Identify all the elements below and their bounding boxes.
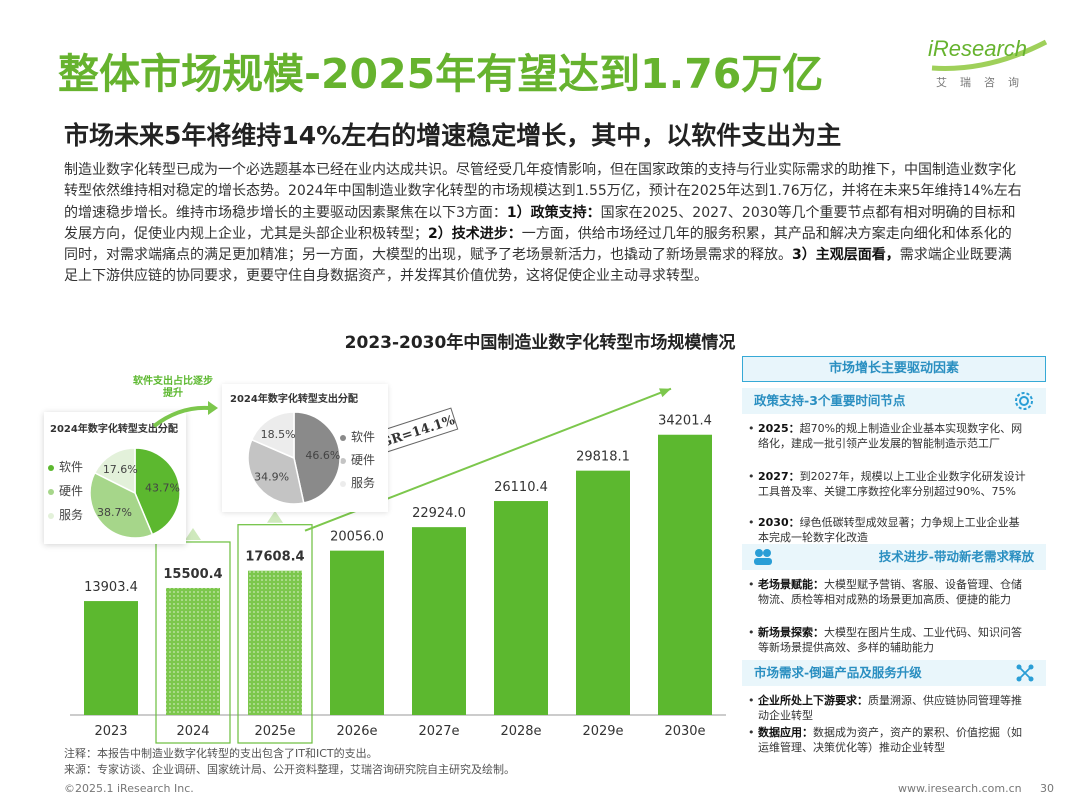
legend-dot-icon: [340, 457, 346, 464]
body-text-4: 需求端企业既要满足上下游供应链的协同要求，更要守住自身数据资产，并发挥其价值优势…: [64, 247, 1012, 285]
x-tick-label: 2030e: [664, 724, 705, 739]
logo-brand: iResearch: [928, 36, 1028, 61]
section-policy-title: 政策支持-3个重要时间节点: [742, 388, 1046, 414]
logo-sub: 艾瑞咨询: [936, 76, 1032, 89]
demand-item-data: • 数据应用：数据成为资产，资产的累积、价值挖掘（如运维管理、决策优化等）推动企业…: [748, 726, 1022, 754]
bar-2025e: [248, 570, 302, 715]
policy-item-2025: • 2025：超70%的规上制造业企业基本实现数字化、网络化，建成一批引领产业发展…: [748, 422, 1023, 450]
bar-value-label: 20056.0: [330, 530, 384, 545]
bar-value-label: 13903.4: [84, 580, 138, 595]
bar-value-label: 22924.0: [412, 506, 466, 521]
x-tick-label: 2029e: [582, 724, 623, 739]
iresearch-logo: iResearch 艾瑞咨询: [928, 36, 1050, 96]
bar-2026e: [330, 550, 384, 715]
bar-2030e: [658, 434, 712, 715]
drivers-panel: 市场增长主要驱动因素 政策支持-3个重要时间节点 • 2025：超70%的规上制造…: [742, 356, 1046, 766]
highlight-arrow-icon: [267, 510, 283, 523]
highlight-box: [237, 524, 313, 744]
page-title: 整体市场规模-2025年有望达到1.76万亿: [58, 50, 824, 98]
legend-hardware: 硬件: [48, 482, 83, 499]
x-tick-label: 2025e: [254, 724, 295, 739]
pie-slice-label: 17.6%: [103, 463, 138, 476]
x-tick-label: 2024: [176, 724, 209, 739]
legend-dot-icon: [48, 488, 54, 495]
x-tick-label: 2027e: [418, 724, 459, 739]
legend-dot-icon: [340, 480, 346, 487]
pie-slice-label: 18.5%: [261, 428, 296, 441]
bar-value-label: 26110.4: [494, 480, 548, 495]
body-text-2: 国家在2025、2027、2030等几个重要节点都有相对明确的目标和发展方向，促…: [64, 204, 1016, 242]
section-technology-title: 技术进步-带动新老需求释放: [742, 544, 1046, 570]
footnote-source: 来源：专家访谈、企业调研、国家统计局、公开资料整理，艾瑞咨询研究院自主研究及绘制…: [64, 763, 515, 776]
bar-2028e: [494, 501, 548, 715]
x-tick-label: 2023: [94, 724, 127, 739]
section-demand: 市场需求-倒逼产品及服务升级 • 企业所处上下游要求：质量溯源、供应链协同管理等推…: [742, 660, 1046, 760]
policy-item-2030: • 2030：绿色低碳转型成效显著；力争规上工业企业基本完成一轮数字化改造: [748, 516, 1020, 544]
pie-card-title: 2024年数字化转型支出分配: [50, 424, 178, 435]
people-icon: [754, 549, 772, 565]
pie-slice-服务: [250, 411, 295, 460]
pie-slice-服务: [93, 447, 136, 495]
policy-item-2027: • 2027：到2027年，规模以上工业企业数字化研发设计工具普及率、关键工序数控…: [748, 470, 1026, 498]
legend-service: 服务: [48, 506, 83, 523]
highlight-box: [155, 541, 231, 744]
gear-icon: [1015, 392, 1033, 410]
bar-value-label: 17608.4: [245, 550, 304, 565]
legend-hardware: 硬件: [340, 451, 375, 468]
legend-service: 服务: [340, 474, 375, 491]
page-number: 30: [1040, 782, 1054, 795]
body-text-3: 一方面，供给市场经过几年的服务积累，其产品和解决方案走向细化和体系化的同时，对需…: [64, 225, 1012, 264]
pie-callout: 软件支出占比逐步提升: [133, 376, 213, 399]
pie-chart-right: 46.6% 34.9% 18.5%: [247, 411, 341, 505]
body-paragraph: 制造业数字化转型已成为一个必选题基本已经在业内达成共识。尽管经受几年疫情影响，但…: [64, 160, 1024, 288]
legend-software: 软件: [340, 428, 375, 445]
cagr-arrow-head-icon: [659, 388, 671, 398]
body-bold-2: 2）技术进步：: [428, 225, 522, 242]
pie-slice-硬件: [89, 471, 154, 539]
page-subtitle: 市场未来5年将维持14%左右的增速稳定增长，其中，以软件支出为主: [64, 121, 842, 150]
pie-card-title: 2024年数字化转型支出分配: [230, 394, 358, 405]
pie-chart-left: 43.7% 38.7% 17.6%: [89, 447, 181, 539]
body-text-1: 制造业数字化转型已成为一个必选题基本已经在业内达成共识。尽管经受几年疫情影响，但…: [64, 162, 1022, 221]
logo-swoosh-icon: [931, 39, 1048, 71]
section-policy: 政策支持-3个重要时间节点 • 2025：超70%的规上制造业企业基本实现数字化、…: [742, 388, 1046, 544]
legend-dot-icon: [48, 464, 54, 471]
highlight-arrow-icon: [185, 527, 201, 540]
body-bold-1: 1）政策支持：: [506, 204, 601, 221]
pie-slice-label: 34.9%: [254, 470, 289, 483]
callout-arrow-icon: [152, 401, 218, 428]
bar-value-label: 34201.4: [658, 414, 712, 429]
pie-slice-label: 38.7%: [97, 506, 132, 519]
demand-item-supply-chain: • 企业所处上下游要求：质量溯源、供应链协同管理等推动企业转型: [748, 694, 1022, 722]
legend-dot-icon: [48, 512, 54, 519]
chart-title: 2023-2030年中国制造业数字化转型市场规模情况: [344, 333, 736, 353]
pie-slice-label: 46.6%: [305, 449, 340, 462]
footer-copyright: ©2025.1 iResearch Inc.: [64, 782, 194, 795]
legend-dot-icon: [340, 434, 346, 441]
footer-url[interactable]: www.iresearch.com.cn: [898, 782, 1022, 795]
pie-slice-软件: [293, 411, 341, 504]
tech-item-old-scenes: • 老场景赋能：大模型赋予营销、客服、设备管理、仓储物流、质检等相对成熟的场景更加…: [748, 578, 1022, 606]
section-demand-title: 市场需求-倒逼产品及服务升级: [742, 660, 1046, 686]
bar-value-label: 29818.1: [576, 450, 630, 465]
bar-2029e: [576, 470, 630, 715]
footnote-note: 注释：本报告中制造业数字化转型的支出包含了IT和ICT的支出。: [64, 747, 378, 760]
drivers-panel-header: 市场增长主要驱动因素: [742, 356, 1046, 382]
x-tick-label: 2026e: [336, 724, 377, 739]
network-icon: [1016, 664, 1034, 682]
bar-2027e: [412, 527, 466, 715]
legend-software: 软件: [48, 458, 83, 475]
bar-chart: 13903.4 2023 15500.4 2024 17608.4 2025e 20056.…: [70, 387, 726, 744]
pie-slice-label: 43.7%: [145, 481, 180, 494]
body-bold-3: 3）主观层面看，: [792, 247, 900, 264]
pie-slice-硬件: [247, 438, 305, 505]
section-technology: 技术进步-带动新老需求释放 • 老场景赋能：大模型赋予营销、客服、设备管理、仓储物…: [742, 544, 1046, 654]
pie-slice-软件: [134, 447, 181, 536]
bar-2023: [84, 601, 138, 715]
bar-2024: [166, 587, 220, 715]
bar-value-label: 15500.4: [163, 567, 222, 582]
x-tick-label: 2028e: [500, 724, 541, 739]
tech-item-new-scenes: • 新场景探索：大模型在图片生成、工业代码、知识问答等新场景提供高效、多样的辅助能…: [748, 626, 1022, 654]
